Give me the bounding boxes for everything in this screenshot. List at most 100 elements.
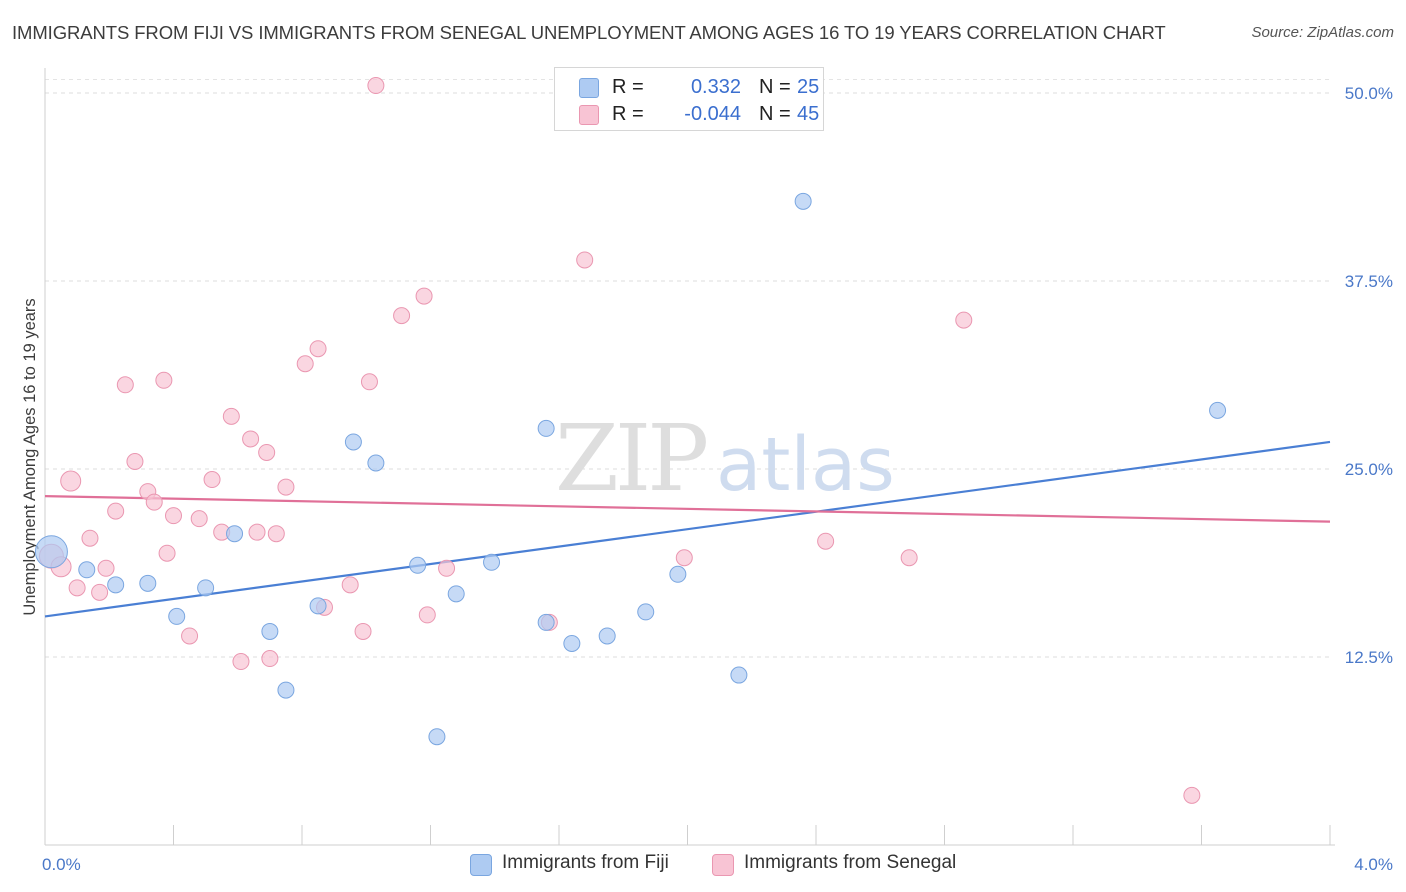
senegal-point [116, 376, 134, 394]
senegal-point [190, 510, 208, 528]
senegal-point [309, 340, 327, 358]
fiji-point [428, 728, 446, 746]
legend-r-value: 0.332 [690, 76, 741, 98]
y-tick-label: 50.0% [1345, 84, 1393, 103]
senegal-point [248, 523, 266, 541]
fiji-point [730, 666, 748, 684]
fiji-point [637, 603, 655, 621]
grid-lines [45, 79, 1330, 658]
senegal-point [415, 287, 433, 305]
trend-lines [44, 440, 1331, 618]
watermark-zip: ZIP [555, 405, 706, 512]
fiji-point [344, 433, 362, 451]
fiji-point [139, 574, 157, 592]
senegal-point [258, 443, 276, 461]
fiji-point [598, 627, 616, 645]
senegal-point [955, 311, 973, 329]
y-tick-label: 37.5% [1345, 272, 1393, 291]
axes [44, 68, 1335, 846]
legend-swatch-senegal [712, 854, 734, 876]
series-legend: Immigrants from Fiji Immigrants from Sen… [0, 852, 1406, 878]
legend-label-fiji: Immigrants from Fiji [502, 852, 669, 873]
senegal-point [181, 627, 199, 645]
senegal-point [97, 559, 115, 577]
chart-title: IMMIGRANTS FROM FIJI VS IMMIGRANTS FROM … [12, 22, 1166, 43]
senegal-point [341, 576, 359, 594]
senegal-point [60, 470, 82, 492]
source-label: Source: ZipAtlas.com [1251, 24, 1394, 41]
fiji-point [447, 585, 465, 603]
senegal-point [1183, 786, 1201, 804]
y-tick-label: 12.5% [1345, 648, 1393, 667]
senegal-point [155, 371, 173, 389]
senegal-point [145, 493, 163, 511]
legend-n-label: N = [759, 76, 791, 98]
fiji-point [107, 576, 125, 594]
senegal-point [126, 453, 144, 470]
x-tick-label: 0.0% [42, 855, 81, 874]
senegal-point [165, 507, 182, 525]
senegal-point [675, 549, 693, 567]
fiji-point [794, 192, 812, 210]
senegal-point [203, 471, 221, 489]
fiji-point [226, 525, 244, 543]
fiji-point [563, 634, 581, 652]
senegal-point [576, 251, 594, 269]
legend-r-label: R = [612, 76, 644, 98]
fiji-point [78, 561, 96, 579]
fiji-point [483, 553, 501, 571]
senegal-point [232, 653, 250, 671]
watermark: ZIP atlas [555, 405, 895, 512]
fiji-point [1209, 401, 1227, 419]
fiji-point [537, 419, 555, 437]
fiji-point [277, 681, 295, 699]
fiji-point [168, 607, 186, 625]
legend-n-value: 45 [797, 103, 820, 125]
senegal-point [81, 529, 99, 547]
fiji-point [34, 535, 68, 569]
senegal-point [277, 478, 295, 496]
senegal-point [438, 559, 456, 577]
watermark-atlas: atlas [716, 422, 895, 508]
legend-swatch-fiji [470, 854, 492, 876]
senegal-point [418, 606, 436, 624]
correlation-legend: R = 0.332 N = 25 R = -0.044 N = 45 [554, 67, 824, 131]
fiji-point [409, 556, 427, 574]
senegal-point [354, 622, 372, 640]
senegal-point [267, 525, 285, 543]
tick-labels: 12.5% 25.0% 37.5% 50.0% 0.0% 4.0% [42, 84, 1393, 874]
legend-swatch-fiji [579, 78, 599, 98]
senegal-point [367, 77, 385, 95]
senegal-point [242, 430, 260, 448]
legend-r-label: R = [612, 103, 644, 125]
legend-r-value: -0.044 [684, 103, 741, 125]
senegal-point [158, 544, 176, 562]
y-tick-label: 25.0% [1345, 460, 1393, 479]
senegal-point [296, 355, 314, 373]
senegal-point [393, 307, 411, 325]
legend-n-label: N = [759, 103, 791, 125]
fiji-point [197, 579, 215, 597]
x-tick-label: 4.0% [1354, 855, 1393, 874]
senegal-point [222, 407, 240, 425]
fiji-point [367, 454, 385, 472]
legend-n-value: 25 [797, 76, 820, 98]
fiji-point [669, 565, 687, 583]
senegal-point [107, 502, 125, 520]
senegal-point [360, 373, 378, 391]
fiji-point [537, 613, 555, 631]
y-axis-label: Unemployment Among Ages 16 to 19 years [21, 298, 39, 615]
senegal-point [261, 650, 279, 668]
senegal-point [817, 532, 835, 550]
trend-line-senegal [44, 494, 1331, 523]
legend-label-senegal: Immigrants from Senegal [744, 852, 957, 873]
senegal-point [900, 549, 918, 567]
data-points [34, 77, 1227, 804]
fiji-point [261, 622, 279, 640]
fiji-point [309, 597, 327, 615]
legend-swatch-senegal [579, 105, 599, 125]
trend-line-fiji [44, 440, 1331, 618]
senegal-point [68, 579, 86, 597]
senegal-point [91, 583, 109, 601]
